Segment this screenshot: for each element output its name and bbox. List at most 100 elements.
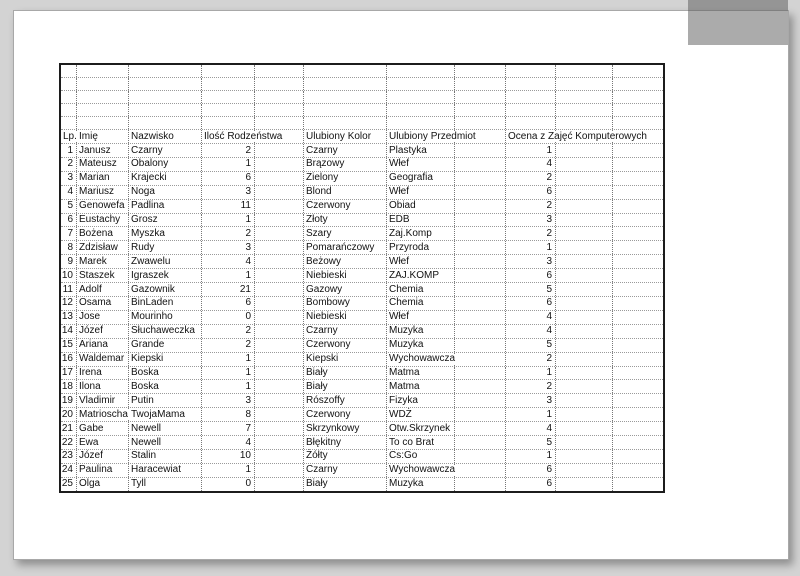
cell-empty (455, 227, 506, 241)
cell-imie-text: Staszek (79, 269, 116, 281)
cell-empty (613, 255, 663, 268)
cell-ocena-text: 6 (546, 269, 552, 281)
cell-kolor-text: Niebieski (306, 311, 348, 323)
column-header-empty (455, 130, 506, 143)
cell-kolor: Skrzynkowy (304, 422, 387, 436)
cell-ocena: 1 (506, 449, 556, 463)
cell-lp-text: 6 (67, 214, 73, 226)
cell-rodzenstwo-text: 11 (240, 200, 251, 212)
column-header-nazwisko: Nazwisko (129, 130, 202, 143)
cell-rodzenstwo-text: 1 (245, 380, 251, 392)
cell-przedmiot: Matma (387, 366, 455, 380)
cell-lp: 16 (61, 352, 77, 366)
column-header-imie: Imię (77, 130, 129, 143)
cell-empty (255, 157, 304, 171)
empty-cell (613, 91, 663, 103)
cell-lp: 1 (61, 144, 77, 157)
cell-rodzenstwo-text: 10 (239, 450, 251, 462)
empty-cell (61, 78, 77, 90)
cell-ocena: 1 (506, 241, 556, 255)
empty-cell (61, 104, 77, 116)
cell-lp-text: 5 (67, 200, 73, 212)
cell-kolor-text: Biały (306, 478, 329, 490)
cell-rodzenstwo-text: 6 (245, 172, 251, 184)
cell-przedmiot-text: Włef (389, 311, 410, 323)
cell-empty (255, 296, 304, 310)
cell-przedmiot: Cs:Go (387, 449, 455, 463)
table-row: 17 Irena Boska 1 Biały Matma 1 (61, 366, 663, 381)
cell-przedmiot: Włef (387, 255, 455, 269)
column-header-kolor-text: Ulubiony Kolor (306, 130, 373, 142)
empty-cell (202, 91, 255, 103)
cell-lp-text: 3 (67, 172, 73, 184)
cell-lp-text: 11 (62, 283, 73, 295)
empty-cell (255, 65, 304, 77)
empty-cell (304, 104, 387, 116)
cell-imie-text: Janusz (79, 144, 112, 156)
cell-empty (556, 380, 613, 394)
cell-ocena-text: 6 (546, 464, 552, 476)
cell-przedmiot: Wychowawcza (387, 352, 457, 366)
cell-kolor: Czerwony (304, 199, 387, 213)
cell-kolor-text: Czarny (306, 325, 339, 337)
cell-lp-text: 7 (67, 227, 73, 239)
empty-cell (556, 78, 613, 90)
cell-ocena-text: 1 (546, 450, 552, 462)
cell-empty (455, 144, 506, 157)
cell-imie-text: Gabe (79, 422, 105, 434)
empty-cell (387, 65, 455, 77)
cell-empty (556, 213, 613, 227)
cell-kolor: Pomarańczowy (304, 241, 387, 255)
cell-ocena: 4 (506, 157, 556, 171)
cell-empty (255, 477, 304, 491)
cell-imie-text: Olga (79, 478, 102, 490)
cell-ocena: 6 (506, 477, 556, 491)
cell-nazwisko: TwojaMama (129, 408, 202, 422)
cell-imie-text: Waldemar (79, 353, 126, 365)
cell-empty (556, 269, 613, 283)
cell-lp: 13 (61, 310, 77, 324)
cell-ocena: 2 (506, 352, 556, 366)
cell-rodzenstwo: 0 (202, 477, 255, 491)
cell-rodzenstwo: 2 (202, 324, 255, 338)
empty-row (61, 117, 663, 130)
cell-przedmiot-text: Włef (389, 255, 410, 267)
cell-empty (455, 449, 506, 463)
cell-nazwisko-text: Grosz (131, 214, 159, 226)
cell-przedmiot: Muzyka (387, 338, 455, 352)
cell-ocena: 1 (506, 144, 556, 157)
cell-nazwisko: Noga (129, 185, 202, 199)
cell-empty (556, 338, 613, 352)
cell-empty (613, 172, 663, 185)
cell-przedmiot-text: Plastyka (389, 144, 428, 156)
cell-rodzenstwo-text: 6 (245, 297, 251, 309)
cell-przedmiot-text: Wychowawcza (389, 464, 457, 476)
cell-empty (613, 367, 663, 380)
cell-rodzenstwo-text: 1 (245, 353, 251, 365)
cell-lp-text: 13 (61, 311, 73, 323)
cell-empty (556, 255, 613, 269)
cell-empty (255, 366, 304, 380)
cell-rodzenstwo-text: 2 (245, 227, 251, 239)
table-row: 5 Genowefa Padlina 11 Czerwony Obiad 2 (61, 199, 663, 214)
cell-empty (613, 394, 663, 407)
cell-kolor-text: Beżowy (306, 255, 343, 267)
empty-cell (304, 91, 387, 103)
cell-rodzenstwo: 11 (202, 199, 255, 213)
empty-cell (387, 78, 455, 90)
cell-empty (613, 297, 663, 310)
cell-przedmiot-text: Muzyka (389, 339, 425, 351)
cell-imie: Irena (77, 366, 129, 380)
cell-przedmiot: Geografia (387, 171, 455, 185)
cell-rodzenstwo: 1 (202, 463, 255, 477)
cell-empty (556, 352, 613, 366)
cell-kolor: Niebieski (304, 310, 387, 324)
cell-lp: 3 (61, 171, 77, 185)
cell-lp: 20 (61, 408, 77, 422)
cell-nazwisko: Kiepski (129, 352, 202, 366)
cell-empty (455, 324, 506, 338)
cell-rodzenstwo-text: 4 (245, 255, 251, 267)
cell-przedmiot: Przyroda (387, 241, 455, 255)
cell-empty (556, 436, 613, 449)
cell-empty (455, 213, 506, 227)
